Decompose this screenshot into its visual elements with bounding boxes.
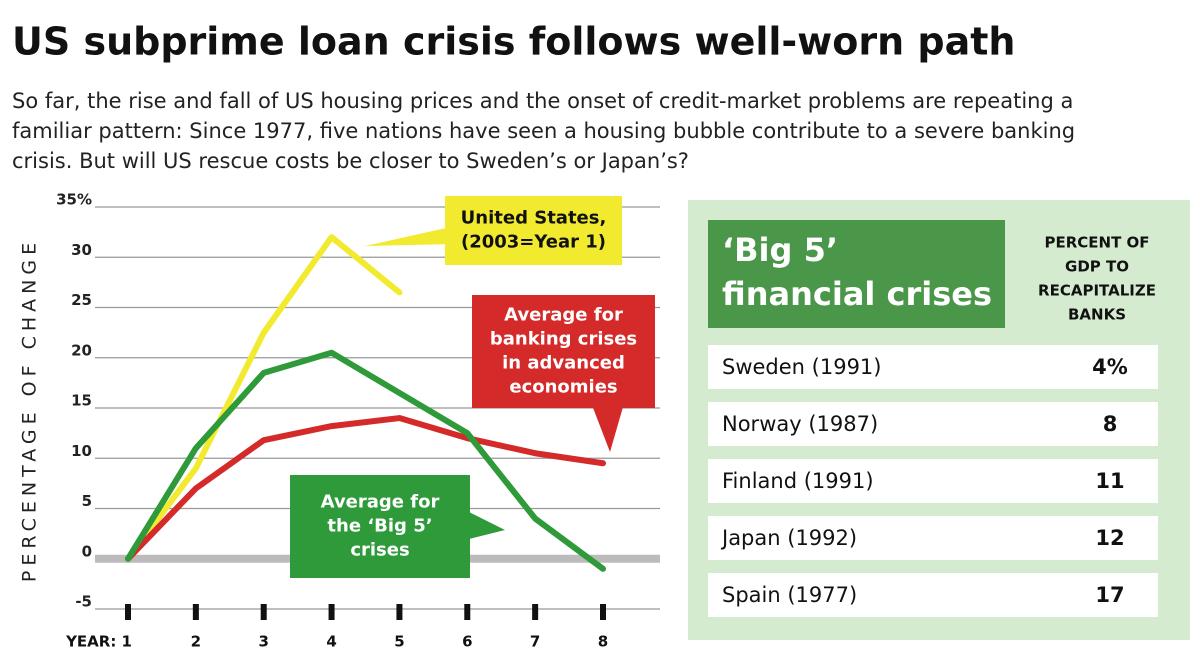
callout-box — [445, 196, 622, 265]
x-tick-label: 3 — [258, 633, 268, 651]
legend-label: in advanced — [502, 353, 625, 374]
x-tick-mark — [192, 604, 199, 620]
x-tick-mark — [328, 604, 335, 620]
legend-label: banking crises — [490, 329, 637, 350]
y-axis-label: PERCENTAGE OF CHANGE — [19, 238, 41, 582]
x-tick-mark — [464, 604, 471, 620]
series-line — [125, 415, 606, 562]
table-title-box — [708, 220, 1005, 328]
y-tick-label: 20 — [71, 341, 92, 359]
y-tick-label: -5 — [75, 593, 92, 611]
x-tick-mark — [125, 604, 131, 620]
row-value: 11 — [1095, 469, 1124, 493]
x-tick-mark — [396, 604, 403, 620]
row-label: Spain (1977) — [722, 583, 857, 607]
x-tick-label: 2 — [191, 633, 201, 651]
column-header: RECAPITALIZE — [1038, 282, 1156, 300]
y-tick-label: 5 — [82, 492, 92, 510]
x-tick-mark — [600, 604, 606, 620]
x-tick-label: 7 — [530, 633, 540, 651]
subtitle: So far, the rise and fall of US housing … — [12, 89, 1073, 113]
y-tick-label: 15 — [71, 392, 92, 410]
x-tick-label: 6 — [462, 633, 472, 651]
row-value: 17 — [1095, 583, 1124, 607]
row-label: Norway (1987) — [722, 412, 878, 436]
y-tick-label: 35% — [56, 191, 92, 209]
subtitle: crisis. But will US rescue costs be clos… — [12, 149, 689, 173]
callout-box — [472, 295, 655, 408]
table-row — [708, 573, 1158, 617]
subtitle: familiar pattern: Since 1977, five natio… — [12, 119, 1075, 143]
table-row — [708, 516, 1158, 560]
series-line — [125, 349, 606, 572]
column-header: BANKS — [1068, 306, 1126, 324]
row-value: 8 — [1103, 412, 1118, 436]
legend-label: Average for — [504, 305, 623, 326]
callout-pointer — [590, 400, 625, 452]
legend-label: economies — [509, 377, 617, 398]
table-row — [708, 402, 1158, 446]
row-value: 12 — [1095, 526, 1124, 550]
y-tick-label: 30 — [71, 241, 92, 259]
x-tick-mark — [532, 604, 539, 620]
legend-label: the ‘Big 5’ — [327, 516, 432, 537]
column-header: GDP TO — [1065, 258, 1129, 276]
table-row — [708, 459, 1158, 503]
legend-label: crises — [350, 540, 409, 561]
row-value: 4% — [1092, 355, 1128, 379]
x-tick-label: 4 — [326, 633, 336, 651]
legend-label: Average for — [321, 492, 440, 513]
table-title: financial crises — [722, 275, 992, 313]
table-title: ‘Big 5’ — [722, 231, 838, 269]
callout-box — [290, 475, 470, 578]
x-tick-label: YEAR: 1 — [65, 633, 132, 651]
legend-label: (2003=Year 1) — [461, 232, 606, 253]
column-header: PERCENT OF — [1044, 234, 1149, 252]
row-label: Sweden (1991) — [722, 355, 882, 379]
row-label: Japan (1992) — [720, 526, 857, 550]
x-tick-label: 8 — [598, 633, 608, 651]
title: US subprime loan crisis follows well-wor… — [12, 20, 1015, 64]
callout-pointer — [365, 226, 455, 246]
table-row — [708, 345, 1158, 389]
y-tick-label: 10 — [71, 442, 92, 460]
row-label: Finland (1991) — [722, 469, 874, 493]
y-tick-label: 0 — [82, 542, 92, 560]
callout-pointer — [465, 510, 505, 540]
y-tick-label: 25 — [71, 291, 92, 309]
x-tick-mark — [260, 604, 267, 620]
legend-label: United States, — [461, 208, 607, 229]
series-line — [125, 234, 403, 562]
x-tick-label: 5 — [394, 633, 404, 651]
